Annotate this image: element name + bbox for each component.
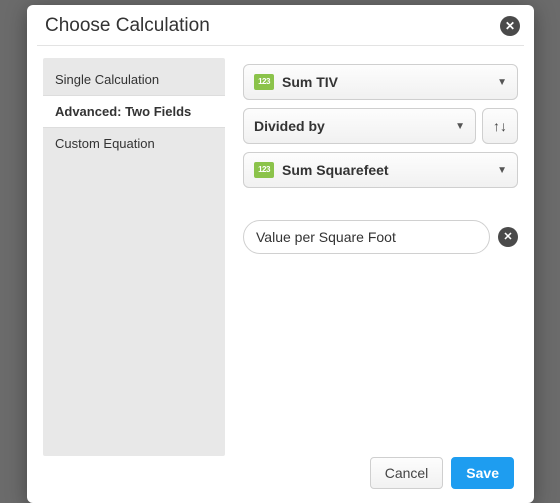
save-button[interactable]: Save	[451, 457, 514, 489]
calculation-name-input[interactable]	[243, 220, 490, 254]
operator-select[interactable]: Divided by ▼	[243, 108, 476, 144]
choose-calculation-dialog: Choose Calculation ✕ Single Calculation …	[27, 5, 534, 503]
calculation-type-sidebar: Single Calculation Advanced: Two Fields …	[43, 58, 225, 456]
sidebar-item-label: Advanced: Two Fields	[55, 104, 191, 119]
sidebar-item-custom[interactable]: Custom Equation	[43, 128, 225, 159]
sidebar-item-single[interactable]: Single Calculation	[43, 64, 225, 95]
swap-fields-button[interactable]: ↑↓	[482, 108, 518, 144]
field1-label: Sum TIV	[282, 74, 338, 90]
spacer	[243, 196, 518, 220]
sidebar-item-advanced[interactable]: Advanced: Two Fields	[43, 95, 225, 128]
sidebar-item-label: Custom Equation	[55, 136, 155, 151]
sidebar-item-label: Single Calculation	[55, 72, 159, 87]
chevron-down-icon: ▼	[497, 165, 507, 176]
cancel-button[interactable]: Cancel	[370, 457, 444, 489]
dialog-titlebar: Choose Calculation ✕	[27, 5, 534, 45]
chevron-down-icon: ▼	[455, 121, 465, 132]
calculation-config-panel: 123 Sum TIV ▼ Divided by ▼ ↑↓ 123 Sum Sq…	[225, 58, 518, 456]
dialog-footer: Cancel Save	[370, 457, 514, 489]
field2-select[interactable]: 123 Sum Squarefeet ▼	[243, 152, 518, 188]
clear-icon[interactable]: ✕	[498, 227, 518, 247]
field1-select[interactable]: 123 Sum TIV ▼	[243, 64, 518, 100]
operator-label: Divided by	[254, 118, 325, 134]
field2-label: Sum Squarefeet	[282, 162, 389, 178]
swap-icon: ↑↓	[493, 118, 507, 134]
numeric-field-icon: 123	[254, 162, 274, 178]
dialog-body: Single Calculation Advanced: Two Fields …	[27, 46, 534, 456]
numeric-field-icon: 123	[254, 74, 274, 90]
close-icon[interactable]: ✕	[500, 16, 520, 36]
dialog-title: Choose Calculation	[45, 15, 210, 37]
chevron-down-icon: ▼	[497, 77, 507, 88]
